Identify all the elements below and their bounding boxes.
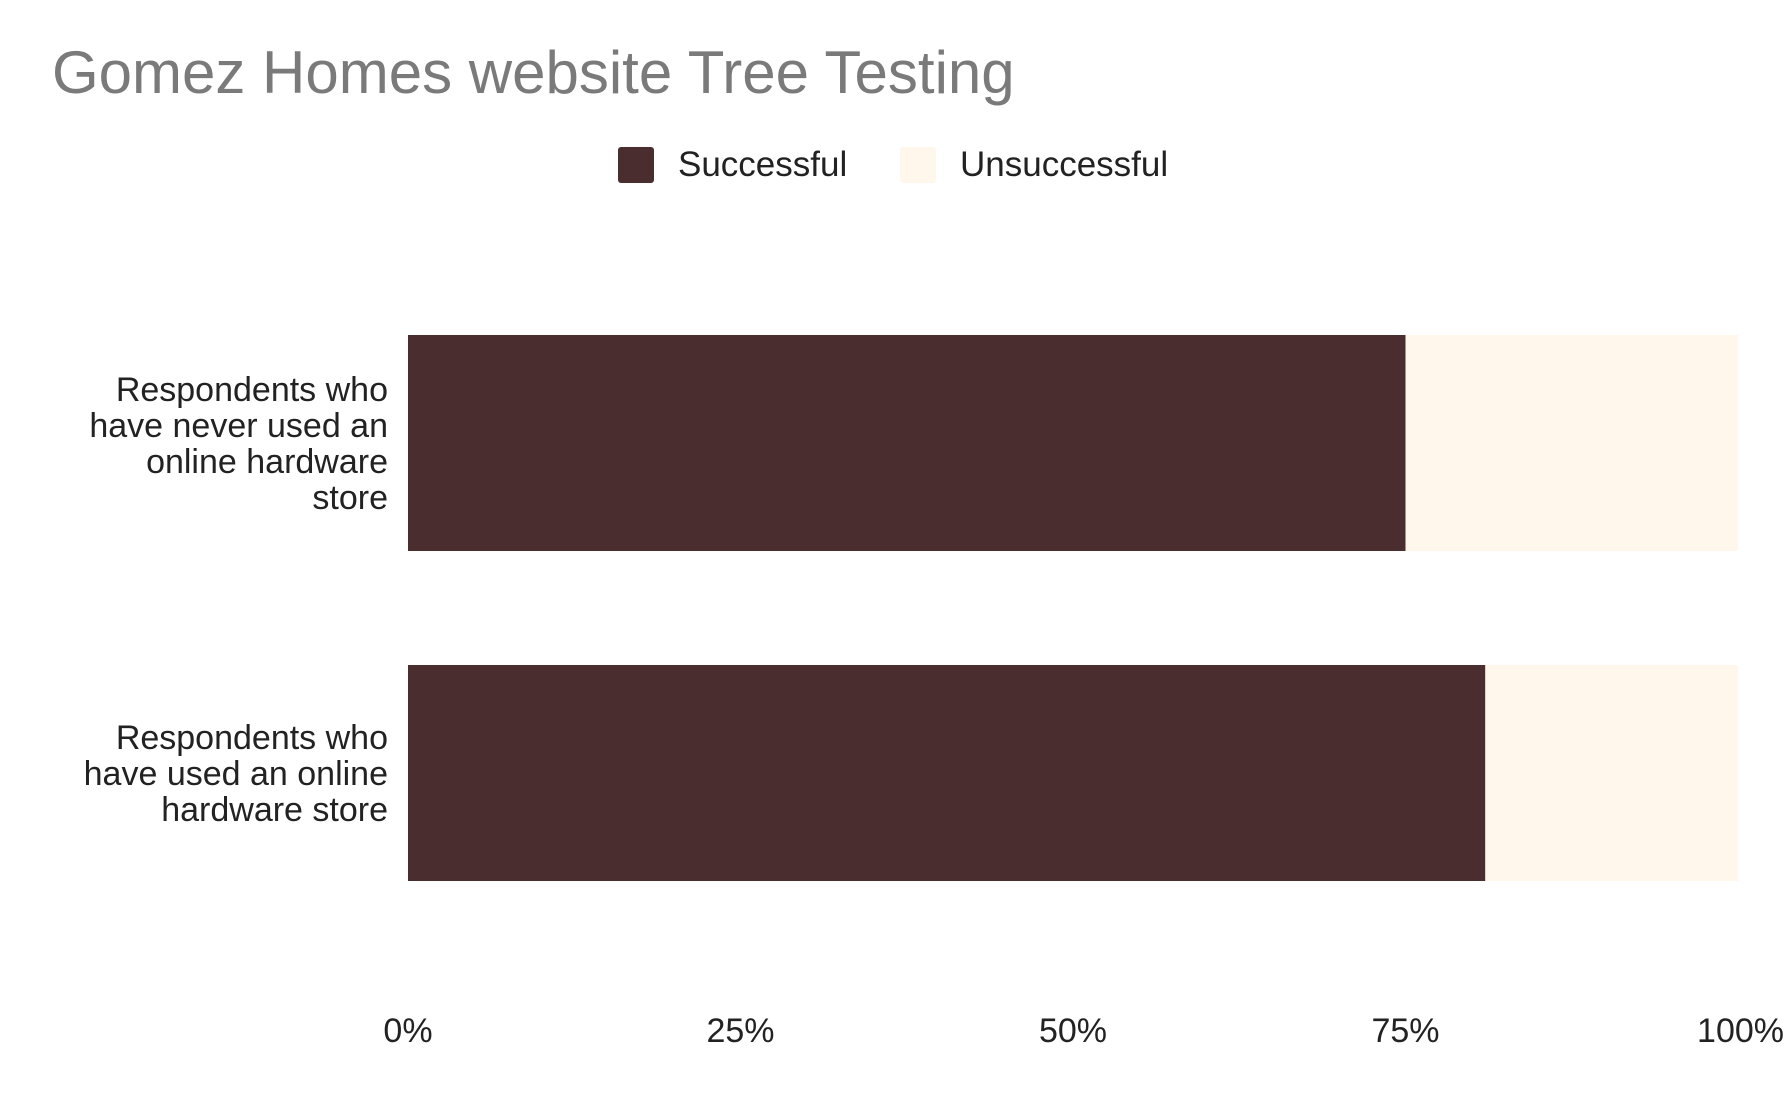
legend-item-unsuccessful: Unsuccessful	[900, 140, 1168, 190]
category-label-line: have never used an	[89, 407, 388, 445]
x-tick-label: 50%	[1039, 1012, 1107, 1050]
category-label-line: online hardware	[146, 443, 388, 481]
bar-successful-1	[408, 665, 1486, 881]
legend-label-successful: Successful	[678, 145, 848, 184]
x-tick-label: 25%	[706, 1012, 774, 1050]
x-tick-label: 0%	[383, 1012, 432, 1050]
category-label-line: Respondents who	[116, 371, 388, 409]
legend-swatch-unsuccessful	[900, 147, 936, 183]
legend: Successful Unsuccessful	[0, 140, 1788, 190]
bar-unsuccessful-0	[1405, 335, 1738, 551]
legend-label-unsuccessful: Unsuccessful	[960, 145, 1169, 184]
category-label-line: Respondents who	[116, 719, 388, 757]
category-label-0: Respondents who have never used an online …	[89, 371, 388, 517]
bar-unsuccessful-1	[1485, 665, 1738, 881]
x-tick-label: 75%	[1371, 1012, 1439, 1050]
category-label-line: have used an online	[84, 755, 388, 793]
bar-successful-0	[408, 335, 1406, 551]
category-label-line: store	[312, 479, 388, 517]
category-label-line: hardware store	[161, 791, 388, 829]
legend-swatch-successful	[618, 147, 654, 183]
chart-title: Gomez Homes website Tree Testing	[52, 39, 1015, 106]
legend-item-successful: Successful	[618, 140, 847, 190]
x-tick-label: 100%	[1697, 1012, 1784, 1050]
category-label-1: Respondents who have used an online hardwa…	[84, 719, 388, 829]
